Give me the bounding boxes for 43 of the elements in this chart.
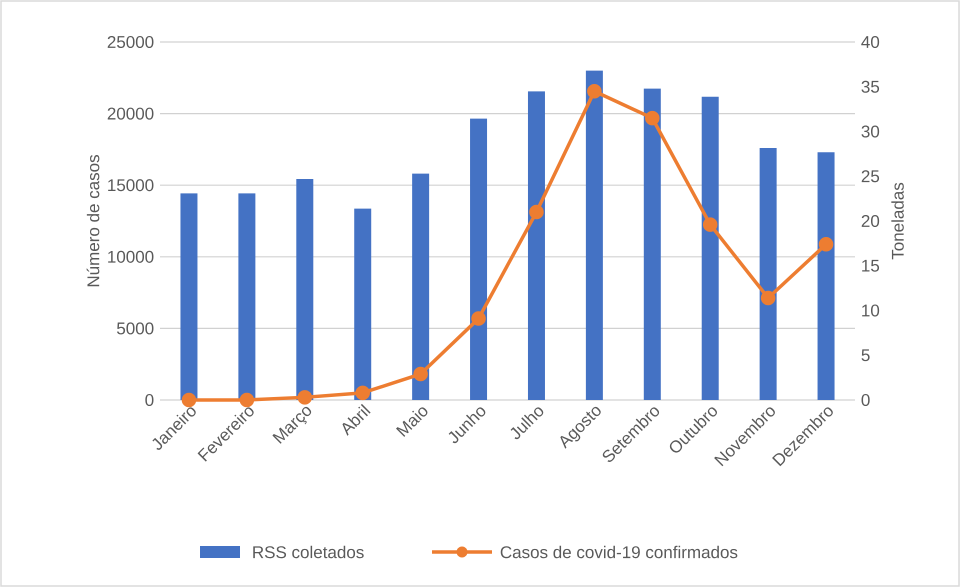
y-tick-label: 15000 bbox=[108, 179, 154, 192]
bar bbox=[760, 148, 777, 400]
y-axis-title: Número de casos bbox=[86, 155, 100, 286]
bar bbox=[470, 118, 488, 400]
bar bbox=[586, 70, 603, 400]
point bbox=[240, 392, 254, 408]
point bbox=[182, 392, 196, 408]
legend-label: RSS coletados bbox=[253, 546, 364, 558]
y2-tick-label: 35 bbox=[862, 80, 880, 93]
point bbox=[529, 204, 544, 220]
point bbox=[702, 217, 718, 232]
y2-tick-label: 10 bbox=[862, 304, 880, 317]
point bbox=[645, 110, 660, 126]
bar bbox=[296, 179, 314, 400]
y2-tick-label: 30 bbox=[862, 125, 880, 138]
y2-tick-label: 0 bbox=[862, 394, 870, 406]
y-tick-label: 5000 bbox=[116, 322, 154, 334]
y2-tick-label: 5 bbox=[862, 349, 870, 362]
y-tick-label: 25000 bbox=[108, 36, 154, 48]
y-tick-label: 0 bbox=[145, 394, 154, 406]
point bbox=[355, 386, 370, 400]
y-tick-label: 20000 bbox=[108, 108, 154, 120]
bar bbox=[354, 208, 372, 400]
y2-tick-label: 25 bbox=[862, 170, 880, 182]
bar bbox=[818, 152, 835, 400]
legend-label: Casos de covid-19 confirmados bbox=[500, 546, 738, 558]
bar bbox=[180, 193, 198, 400]
point bbox=[471, 311, 486, 326]
point bbox=[760, 290, 776, 306]
point bbox=[587, 84, 602, 98]
bar bbox=[238, 193, 256, 400]
point bbox=[413, 366, 428, 382]
bar bbox=[702, 96, 719, 400]
point bbox=[818, 237, 834, 252]
point bbox=[298, 390, 312, 405]
bar bbox=[528, 91, 545, 400]
y2-tick-label: 40 bbox=[861, 36, 880, 48]
y-tick-label: 10000 bbox=[108, 250, 154, 263]
bar bbox=[412, 174, 430, 400]
bar bbox=[644, 88, 661, 400]
y2-tick-label: 20 bbox=[862, 214, 880, 228]
y2-axis-title: Toneladas bbox=[891, 182, 904, 260]
y2-tick-label: 15 bbox=[862, 260, 880, 272]
